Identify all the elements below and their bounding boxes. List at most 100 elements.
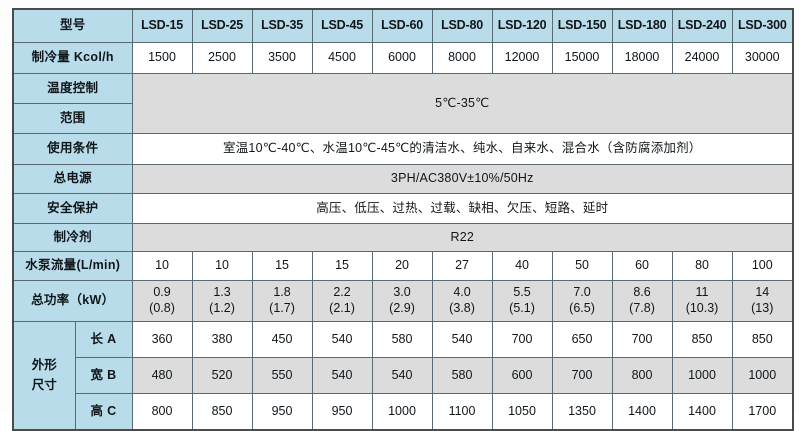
pump-flow-5: 20 [371,251,433,281]
total-power-paren-4: (2.1) [329,301,355,315]
total-power-11: 14 (13) [731,280,794,322]
total-power-paren-2: (1.2) [209,301,235,315]
total-power-paren-5: (2.9) [389,301,415,315]
dimensions-label-line2: 尺寸 [31,377,57,392]
dim-height-3: 950 [251,393,313,431]
dimensions-label-line1: 外形 [31,358,57,373]
table-row-temp-control-bottom: 范围 [12,103,793,134]
model-header-2[interactable]: LSD-25 [191,8,253,43]
dim-height-10: 1400 [671,393,733,431]
total-power-4: 2.2 (2.1) [311,280,373,322]
table-row-temp-control-top: 温度控制 5℃-35℃ [12,73,794,134]
dim-height-11: 1700 [731,393,794,431]
table-row-safety-protection: 安全保护 高压、低压、过热、过载、缺相、欠压、短路、延时 [12,193,794,224]
pump-flow-8: 50 [551,251,613,281]
row-label-pump-flow: 水泵流量(L/min) [12,251,133,281]
model-header-8[interactable]: LSD-150 [551,8,613,43]
row-label-total-power: 总功率（kW） [12,280,133,322]
table-row-refrigerant: 制冷剂 R22 [12,223,794,252]
total-power-main-10: 11 [695,285,709,300]
pump-flow-10: 80 [671,251,733,281]
dim-length-3: 450 [251,321,313,358]
dim-height-5: 1000 [371,393,433,431]
dim-width-10: 1000 [671,357,733,394]
dim-width-11: 1000 [731,357,794,394]
model-header-5[interactable]: LSD-60 [371,8,433,43]
total-power-7: 5.5 (5.1) [491,280,553,322]
table-row-usage-conditions: 使用条件 室温10℃-40℃、水温10℃-45℃的清洁水、纯水、自来水、混合水（… [12,133,794,165]
total-power-1: 0.9 (0.8) [131,280,193,322]
dim-length-9: 700 [611,321,673,358]
dim-length-11: 850 [731,321,794,358]
dim-height-2: 850 [191,393,253,431]
cooling-capacity-1: 1500 [131,42,193,74]
pump-flow-9: 60 [611,251,673,281]
dim-width-6: 580 [431,357,493,394]
model-header-1[interactable]: LSD-15 [131,8,193,43]
total-power-paren-9: (7.8) [629,301,655,315]
cooling-capacity-3: 3500 [251,42,313,74]
table-row-dim-height: 高 C 800 850 950 950 1000 1100 1050 1350 … [13,393,794,431]
pump-flow-3: 15 [251,251,313,281]
dim-length-4: 540 [311,321,373,358]
dim-length-5: 580 [371,321,433,358]
row-label-usage-conditions: 使用条件 [12,133,133,165]
cooling-capacity-9: 18000 [611,42,673,74]
total-power-2: 1.3 (1.2) [191,280,253,322]
dim-width-7: 600 [491,357,553,394]
model-header-10[interactable]: LSD-240 [671,8,733,43]
dim-length-7: 700 [491,321,553,358]
row-label-main-power: 总电源 [12,164,133,194]
cooling-capacity-7: 12000 [491,42,553,74]
dim-width-3: 550 [251,357,313,394]
dim-height-1: 800 [131,393,193,431]
dim-width-8: 700 [551,357,613,394]
row-label-temp-control-line1: 温度控制 [12,73,133,104]
model-header-3[interactable]: LSD-35 [251,8,313,43]
dim-height-8: 1350 [551,393,613,431]
pump-flow-7: 40 [491,251,553,281]
table-row-total-power: 总功率（kW） 0.9 (0.8) 1.3 (1.2) 1.8 (1.7) 2.… [12,280,794,322]
specification-table: 型号 LSD-15 LSD-25 LSD-35 LSD-45 LSD-60 LS… [12,8,795,431]
total-power-10: 11 (10.3) [671,280,733,322]
safety-protection-value: 高压、低压、过热、过载、缺相、欠压、短路、延时 [131,193,794,224]
total-power-paren-8: (6.5) [569,301,595,315]
dim-height-6: 1100 [431,393,493,431]
cooling-capacity-4: 4500 [311,42,373,74]
table-row-dim-length: 外形 尺寸 长 A 360 380 450 540 580 540 700 65… [12,321,794,431]
spec-sheet: 型号 LSD-15 LSD-25 LSD-35 LSD-45 LSD-60 LS… [12,8,795,431]
row-label-cooling-capacity: 制冷量 Kcol/h [12,42,133,74]
total-power-8: 7.0 (6.5) [551,280,613,322]
total-power-main-9: 8.6 [633,285,651,300]
total-power-paren-6: (3.8) [449,301,475,315]
total-power-9: 8.6 (7.8) [611,280,673,322]
model-header-7[interactable]: LSD-120 [491,8,553,43]
row-label-safety-protection: 安全保护 [12,193,133,224]
model-header-4[interactable]: LSD-45 [311,8,373,43]
cooling-capacity-6: 8000 [431,42,493,74]
dim-height-9: 1400 [611,393,673,431]
dim-width-5: 540 [371,357,433,394]
total-power-main-4: 2.2 [333,285,351,300]
cooling-capacity-5: 6000 [371,42,433,74]
dim-length-10: 850 [671,321,733,358]
row-label-temp-control-line2: 范围 [12,103,133,134]
row-label-model: 型号 [12,8,133,43]
total-power-5: 3.0 (2.9) [371,280,433,322]
row-label-dimensions: 外形 尺寸 [12,321,76,431]
dim-length-8: 650 [551,321,613,358]
dim-width-2: 520 [191,357,253,394]
dim-height-4: 950 [311,393,373,431]
table-row-dim-width: 宽 B 480 520 550 540 540 580 600 700 800 … [13,357,794,394]
cooling-capacity-8: 15000 [551,42,613,74]
main-power-value: 3PH/AC380V±10%/50Hz [131,164,794,194]
model-header-9[interactable]: LSD-180 [611,8,673,43]
total-power-main-8: 7.0 [573,285,591,300]
dim-width-1: 480 [131,357,193,394]
model-header-6[interactable]: LSD-80 [431,8,493,43]
row-label-dim-length: 长 A [74,321,133,358]
pump-flow-11: 100 [731,251,794,281]
dim-length-2: 380 [191,321,253,358]
row-label-dim-height: 高 C [74,393,133,431]
model-header-11[interactable]: LSD-300 [731,8,794,43]
